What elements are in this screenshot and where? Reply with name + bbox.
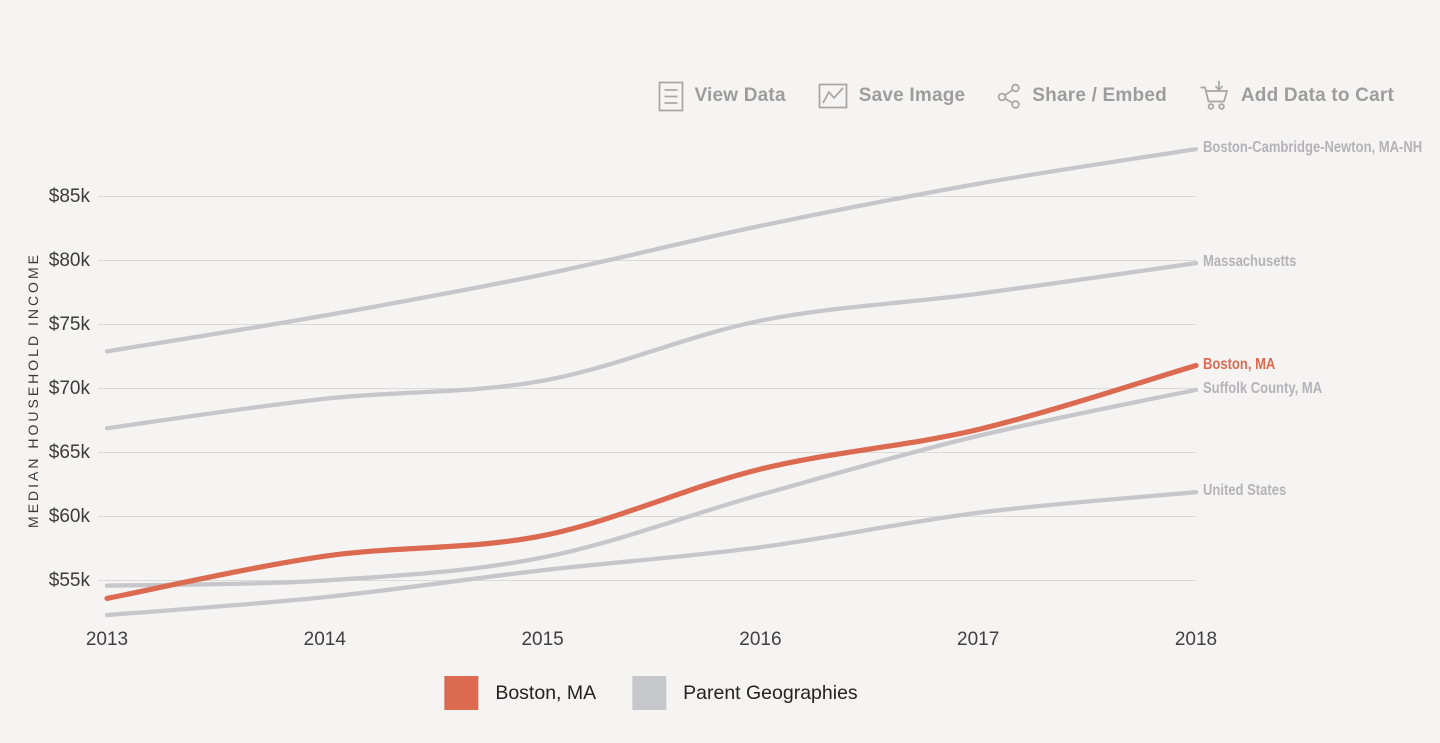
share-embed-icon <box>997 83 1021 109</box>
chart-toolbar: View Data Save Image Share / Embed <box>658 80 1395 112</box>
chart-legend: Boston, MA Parent Geographies <box>444 676 858 710</box>
gridline-80k <box>98 260 1196 261</box>
y-tick-label: $60k <box>48 505 90 527</box>
legend-item-parent-geographies[interactable]: Parent Geographies <box>632 676 858 710</box>
y-tick-label: $70k <box>48 377 90 399</box>
gridline-55k <box>98 580 1196 581</box>
view-data-icon <box>658 81 684 112</box>
line-label-boston-ma: Boston, MA <box>1203 355 1276 373</box>
y-tick-label: $85k <box>48 185 90 207</box>
gridline-60k <box>98 516 1196 517</box>
save-image-button[interactable]: Save Image <box>818 83 966 109</box>
y-tick-label: $55k <box>48 569 90 591</box>
legend-label-boston-ma: Boston, MA <box>495 681 597 704</box>
gridline-70k <box>98 388 1196 389</box>
x-tick-label-2013: 2013 <box>85 629 129 650</box>
legend-label-parent-geographies: Parent Geographies <box>683 681 858 704</box>
y-tick-label: $75k <box>48 313 90 335</box>
x-tick-label-2014: 2014 <box>303 629 346 650</box>
save-image-label: Save Image <box>858 85 966 106</box>
view-data-label: View Data <box>694 85 786 106</box>
view-data-button[interactable]: View Data <box>658 81 786 112</box>
series-line-massachusetts[interactable] <box>104 260 1199 431</box>
series-line-boston-cambridge-newton-ma-nh[interactable] <box>104 146 1199 354</box>
gridline-75k <box>98 324 1196 325</box>
add-to-cart-button[interactable]: Add Data to Cart <box>1199 80 1394 112</box>
share-embed-label: Share / Embed <box>1032 85 1167 106</box>
share-embed-button[interactable]: Share / Embed <box>997 83 1167 109</box>
x-tick-label-2017: 2017 <box>957 629 1000 650</box>
line-label-suffolk-county-ma: Suffolk County, MA <box>1203 379 1323 397</box>
line-label-boston-cambridge-newton-ma-nh: Boston-Cambridge-Newton, MA-NH <box>1203 139 1423 157</box>
x-tick-label-2015: 2015 <box>521 629 564 650</box>
line-label-united-states: United States <box>1203 482 1287 500</box>
legend-item-boston-ma[interactable]: Boston, MA <box>444 676 596 710</box>
y-tick-label: $80k <box>48 249 90 271</box>
legend-swatch-boston-ma <box>444 676 479 710</box>
x-tick-label-2016: 2016 <box>739 629 782 650</box>
gridline-85k <box>98 196 1196 197</box>
gridline-65k <box>98 452 1196 453</box>
series-line-suffolk-county-ma[interactable] <box>104 387 1199 588</box>
x-tick-label-2018: 2018 <box>1174 629 1218 650</box>
add-to-cart-icon <box>1199 80 1230 112</box>
y-tick-label: $65k <box>48 441 90 463</box>
save-image-icon <box>818 83 848 109</box>
add-to-cart-label: Add Data to Cart <box>1240 85 1394 106</box>
series-line-united-states[interactable] <box>104 490 1199 618</box>
series-line-boston-ma[interactable] <box>104 362 1199 601</box>
line-label-massachusetts: Massachusetts <box>1203 253 1297 271</box>
legend-swatch-parent-geographies <box>632 676 667 710</box>
